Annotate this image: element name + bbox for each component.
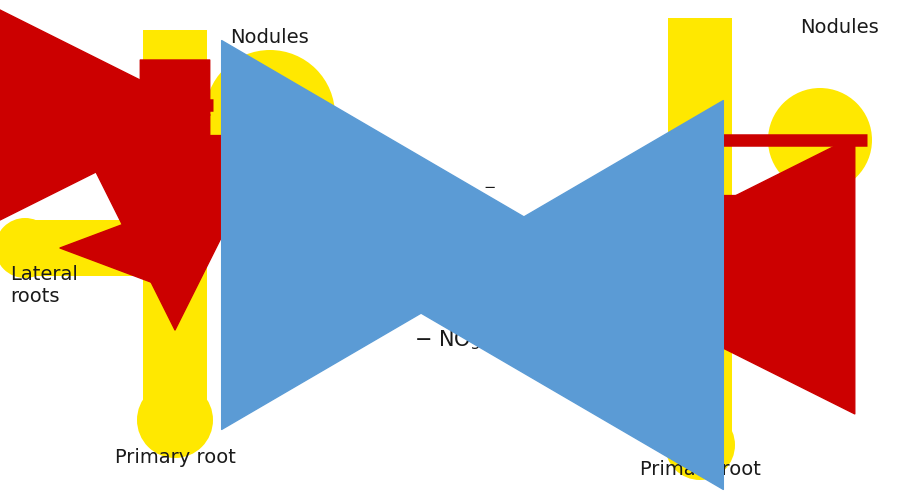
Text: Lateral
roots: Lateral roots (10, 265, 77, 306)
Circle shape (205, 50, 334, 180)
Circle shape (664, 410, 734, 480)
Bar (667, 18, 732, 445)
Circle shape (487, 233, 571, 317)
Bar (529, 237, 667, 313)
Text: Nodules: Nodules (230, 28, 309, 47)
Circle shape (137, 382, 213, 458)
Text: Lateral
roots: Lateral roots (555, 292, 622, 333)
Bar (143, 30, 207, 420)
Bar (25, 220, 145, 276)
Text: − NO$_3$$^-$: − NO$_3$$^-$ (414, 328, 496, 352)
Text: + NO$_3$$^-$: + NO$_3$$^-$ (414, 183, 496, 207)
Circle shape (0, 218, 55, 278)
Text: Primary root: Primary root (639, 460, 760, 479)
Text: Nodules: Nodules (800, 18, 878, 37)
Circle shape (767, 88, 871, 192)
Text: Primary root: Primary root (115, 448, 235, 467)
